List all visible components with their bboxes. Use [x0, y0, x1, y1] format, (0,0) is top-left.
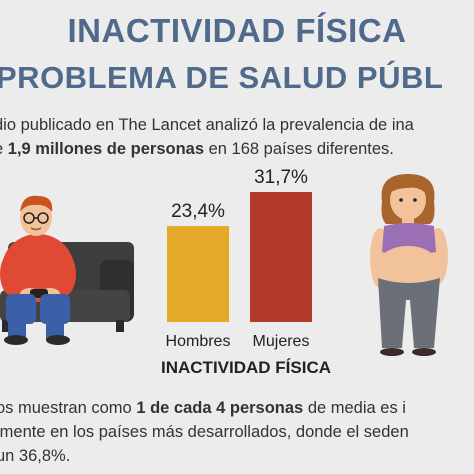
outro-line-3: un 36,8%.	[0, 447, 71, 465]
outro-highlight: 1 de cada 4 personas	[136, 399, 304, 417]
woman-belly	[376, 246, 440, 290]
value-label-mujeres: 31,7%	[254, 167, 308, 188]
title-line-2: PROBLEMA DE SALUD PÚBL	[0, 60, 444, 95]
intro-line-2: e 1,9 millones de personas en 168 países…	[0, 137, 474, 161]
bar-hombres	[167, 226, 229, 322]
category-label-mujeres: Mujeres	[253, 333, 310, 350]
man-on-sofa-illustration	[0, 195, 134, 345]
outro-line-1: os muestran como 1 de cada 4 personas de…	[0, 396, 474, 420]
intro-line-1: dio publicado en The Lancet analizó la p…	[0, 116, 414, 134]
category-label-hombres: Hombres	[166, 333, 231, 350]
outro-line-1-pre: os muestran como	[0, 399, 137, 417]
intro-line-2-post: en 168 países diferentes.	[204, 140, 394, 158]
woman-top	[382, 223, 436, 255]
x-axis-label: INACTIVIDAD FÍSICA	[161, 358, 331, 377]
intro-text: dio publicado en The Lancet analizó la p…	[0, 113, 474, 161]
woman-head	[390, 180, 426, 220]
woman-legs	[378, 278, 440, 348]
outro-line-1-post: de media es i	[303, 399, 406, 417]
outro-line-2: lmente en los países más desarrollados, …	[0, 423, 409, 441]
intro-highlight: 1,9 millones de personas	[7, 140, 205, 158]
bar-mujeres	[250, 192, 312, 322]
outro-text: os muestran como 1 de cada 4 personas de…	[0, 396, 474, 468]
title-line-1: INACTIVIDAD FÍSICA	[67, 12, 407, 49]
woman-illustration	[370, 174, 448, 356]
value-label-hombres: 23,4%	[171, 201, 225, 222]
intro-line-2-pre: e	[0, 140, 8, 158]
